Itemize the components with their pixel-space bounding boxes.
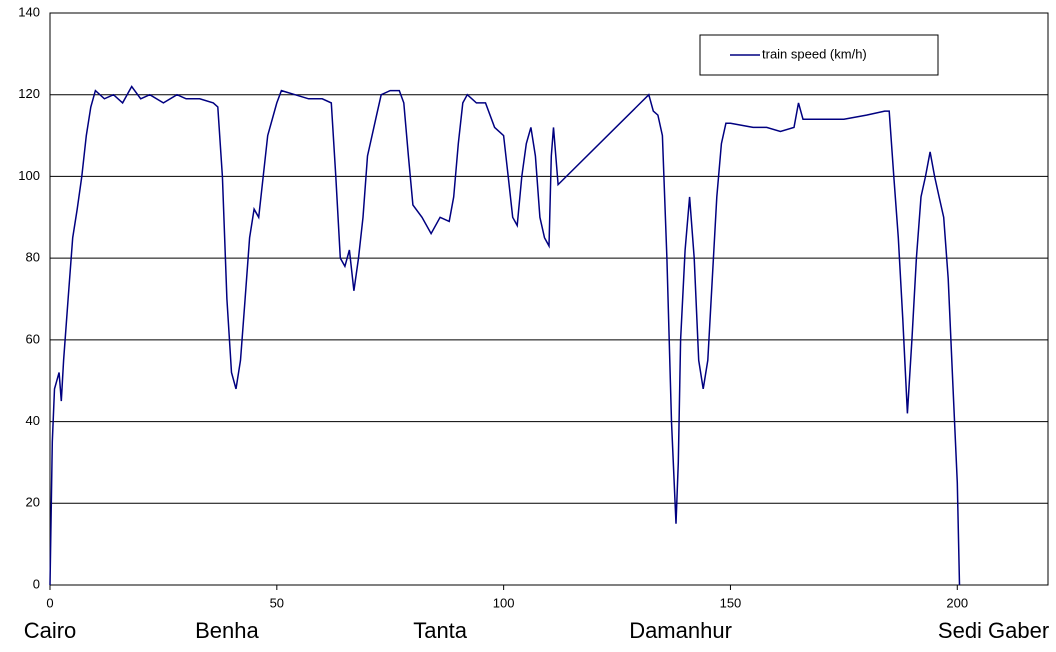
x-tick-label: 150 [720, 595, 742, 610]
station-label: Benha [195, 618, 259, 643]
y-tick-label: 20 [26, 495, 40, 510]
legend-label: train speed (km/h) [762, 46, 867, 61]
x-tick-label: 200 [946, 595, 968, 610]
y-tick-label: 0 [33, 576, 40, 591]
x-tick-label: 50 [270, 595, 284, 610]
y-tick-label: 60 [26, 331, 40, 346]
y-tick-label: 100 [18, 168, 40, 183]
y-tick-label: 80 [26, 250, 40, 265]
y-tick-label: 40 [26, 413, 40, 428]
x-tick-label: 100 [493, 595, 515, 610]
station-label: Sedi Gaber [938, 618, 1049, 643]
station-label: Tanta [413, 618, 468, 643]
y-tick-label: 120 [18, 86, 40, 101]
station-label: Damanhur [629, 618, 732, 643]
plot-frame [49, 12, 1049, 586]
x-tick-label: 0 [46, 595, 53, 610]
station-label: Cairo [24, 618, 77, 643]
y-tick-label: 140 [18, 4, 40, 19]
speed-line [49, 85, 961, 586]
